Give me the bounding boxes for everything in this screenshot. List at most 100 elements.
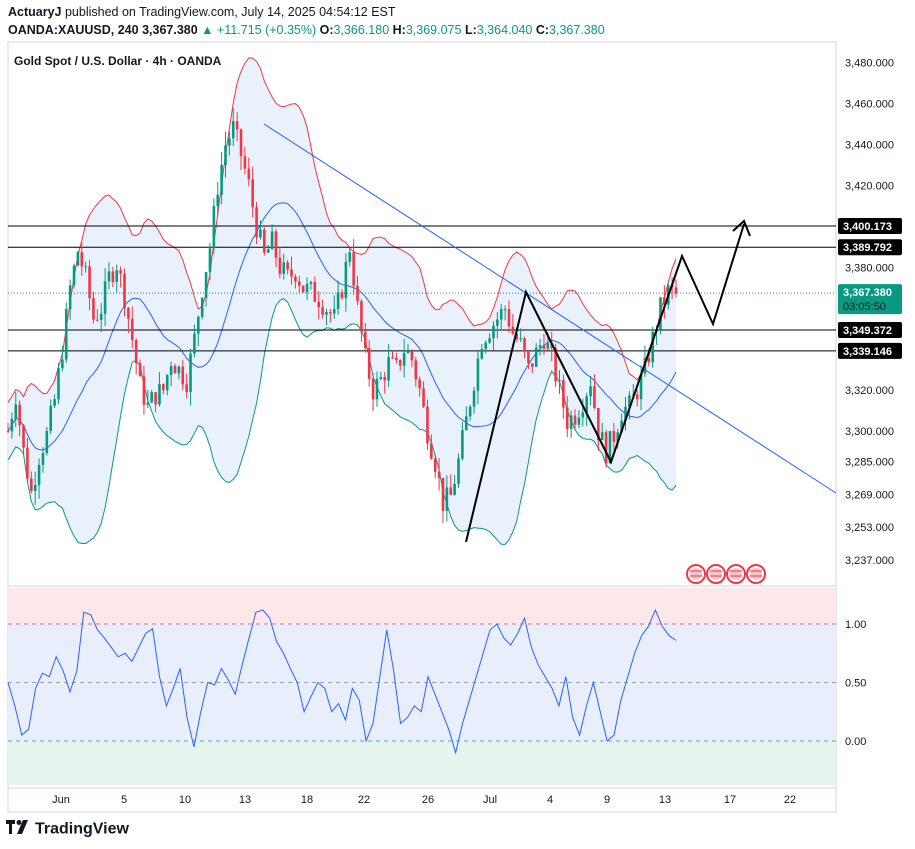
candle-body (64, 309, 68, 360)
candle-body (255, 207, 258, 238)
x-tick-label: 22 (358, 794, 370, 806)
level-price-label: 3,400.173 (843, 221, 892, 233)
candle-body (72, 265, 76, 286)
candle-body (10, 418, 14, 432)
high-value: 3,369.075 (405, 23, 462, 37)
candle-body (99, 313, 103, 320)
candle-body (305, 283, 309, 292)
candle-body (193, 333, 196, 354)
candle-body (103, 281, 107, 314)
countdown-label: 03:05:50 (843, 301, 886, 313)
low-value: 3,364.040 (476, 23, 533, 37)
candle-body (554, 347, 557, 382)
candle-body (589, 386, 592, 397)
candle-body (301, 285, 305, 292)
oscillator-line (7, 608, 677, 755)
candle-body (332, 308, 336, 314)
candle-body (488, 338, 491, 343)
candle-body (453, 483, 456, 495)
candle-body (468, 406, 472, 417)
last-price: 3,367.380 (142, 23, 198, 37)
candle-body (173, 366, 177, 374)
current-price-label: 3,367.380 (843, 287, 892, 299)
candle-body (604, 432, 608, 464)
candle-body (387, 357, 390, 381)
candle-body (336, 292, 340, 309)
brand-name: TradingView (35, 820, 129, 838)
candle-body (562, 380, 565, 408)
candle-body (577, 417, 581, 425)
candle-body (189, 353, 192, 392)
flag-fill-icon (690, 568, 702, 580)
candle-body (150, 392, 153, 403)
flag-fill-icon (750, 568, 762, 580)
candle-body (651, 331, 654, 363)
x-tick-label: 9 (604, 794, 610, 806)
candle-body (220, 164, 223, 195)
candle-body (154, 392, 157, 405)
descending-trendline (263, 123, 837, 494)
candle-body (523, 338, 526, 352)
candle-body (30, 478, 33, 491)
candle-body (406, 351, 410, 353)
candle-body (534, 347, 538, 367)
candle-body (519, 338, 522, 340)
time-axis[interactable]: Jun 5 10 13 18 22 26 Jul 4 9 13 17 22 (52, 794, 796, 806)
candle-body (317, 301, 320, 308)
author-name[interactable]: ActuaryJ (8, 5, 62, 19)
x-tick-label: 10 (179, 794, 191, 806)
candle-body (449, 487, 453, 495)
flag-fill-icon (730, 568, 742, 580)
candle-body (111, 271, 115, 283)
level-price-label: 3,349.372 (843, 325, 892, 337)
candle-body (616, 432, 620, 442)
candle-body (313, 282, 317, 302)
candle-body (61, 359, 64, 369)
candle-body (197, 316, 200, 334)
candle-body (391, 357, 394, 359)
level-price-tag (838, 321, 902, 338)
economic-events[interactable] (686, 564, 766, 584)
candle-body (546, 343, 550, 349)
candle-body (80, 252, 84, 267)
level-price-tag (838, 218, 902, 234)
brand-footer[interactable]: TradingView (6, 820, 129, 839)
oscillator-zones (8, 588, 836, 785)
y-tick-label: 3,460.000 (845, 99, 894, 111)
candle-body (476, 358, 480, 391)
candle-body (558, 380, 561, 382)
candle-body (57, 368, 60, 400)
candle-body (426, 406, 429, 444)
osc-tick-label: 0.50 (845, 678, 866, 690)
price-axis[interactable]: 3,480.000 3,460.000 3,440.000 3,420.000 3,38… (838, 58, 902, 748)
candle-body (115, 270, 119, 283)
published-text: published on TradingView.com, July 14, 2… (64, 5, 396, 19)
candle-body (278, 257, 282, 274)
candle-body (204, 272, 208, 299)
drawings[interactable] (263, 123, 837, 543)
candle-body (216, 194, 220, 207)
candle-body (484, 342, 487, 350)
candle-body (165, 375, 169, 391)
candle-body (18, 404, 21, 426)
candle-body (243, 156, 247, 169)
candle-body (22, 425, 25, 448)
candle-body (422, 388, 425, 407)
symbol-label[interactable]: OANDA:XAUUSD, 240 (8, 23, 139, 37)
candle-body (433, 458, 437, 472)
candle-body (663, 297, 666, 305)
candle-body (297, 281, 301, 286)
candle-body (294, 276, 297, 282)
candle-body (597, 408, 600, 441)
band-fill (8, 57, 676, 545)
candle-body (53, 399, 56, 406)
candle-body (138, 363, 142, 377)
candle-body (329, 312, 332, 314)
level-price-tag (838, 239, 902, 256)
oscillator-pane (7, 608, 677, 755)
candle-body (348, 252, 352, 262)
candle-body (445, 487, 449, 511)
candle-body (371, 378, 375, 400)
low-label: L: (464, 23, 477, 37)
